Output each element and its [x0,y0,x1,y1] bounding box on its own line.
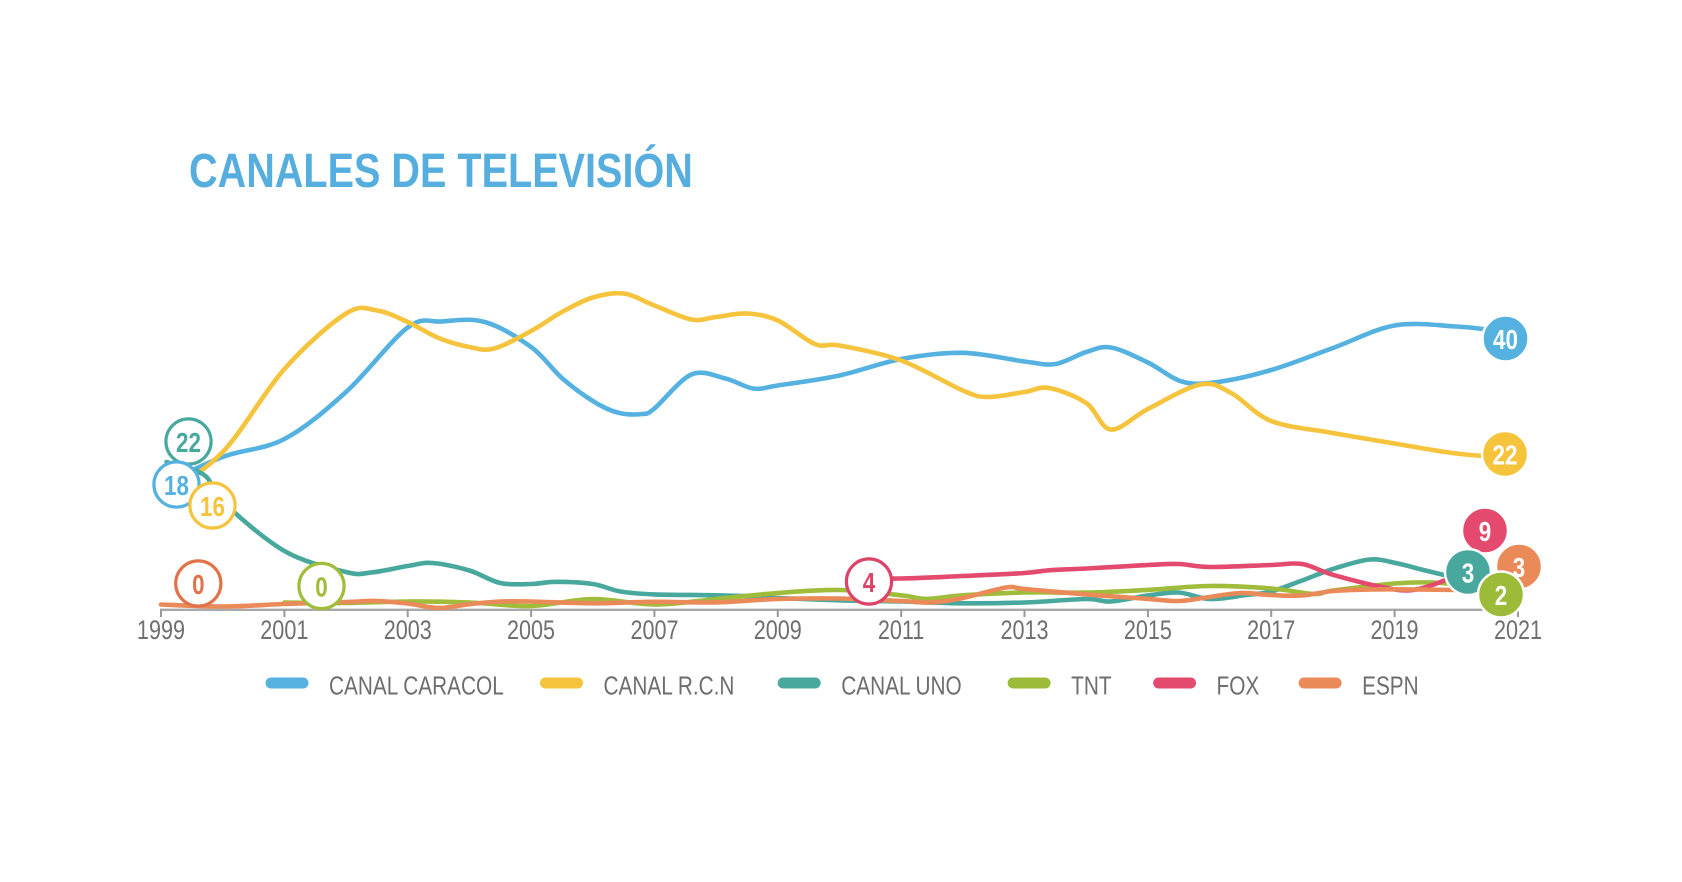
svg-text:2009: 2009 [754,616,802,646]
svg-text:22: 22 [176,428,201,459]
svg-text:0: 0 [315,572,327,603]
svg-text:FOX: FOX [1217,671,1260,700]
svg-text:ESPN: ESPN [1362,671,1419,700]
svg-text:18: 18 [164,471,189,502]
svg-text:2019: 2019 [1371,616,1419,646]
svg-text:CANALES DE TELEVISIÓN: CANALES DE TELEVISIÓN [189,143,693,198]
svg-text:CANAL R.C.N: CANAL R.C.N [604,671,735,700]
svg-text:40: 40 [1493,325,1518,356]
svg-text:16: 16 [200,492,225,523]
svg-text:2021: 2021 [1494,616,1542,646]
svg-text:4: 4 [863,568,875,599]
svg-text:2013: 2013 [1000,616,1048,646]
svg-text:TNT: TNT [1071,671,1111,700]
svg-text:2007: 2007 [630,616,678,646]
svg-text:CANAL CARACOL: CANAL CARACOL [329,671,504,700]
svg-text:2005: 2005 [507,616,555,646]
svg-text:9: 9 [1479,517,1491,548]
svg-text:2: 2 [1495,581,1507,612]
svg-text:2017: 2017 [1247,616,1295,646]
svg-text:2003: 2003 [384,616,432,646]
svg-text:2011: 2011 [878,616,924,646]
svg-text:22: 22 [1493,440,1518,471]
svg-text:1999: 1999 [137,616,185,646]
svg-text:3: 3 [1462,558,1474,589]
svg-text:3: 3 [1513,553,1525,584]
svg-text:2001: 2001 [260,616,308,646]
svg-text:2015: 2015 [1124,616,1172,646]
svg-text:0: 0 [192,570,204,601]
svg-text:CANAL UNO: CANAL UNO [841,671,962,700]
